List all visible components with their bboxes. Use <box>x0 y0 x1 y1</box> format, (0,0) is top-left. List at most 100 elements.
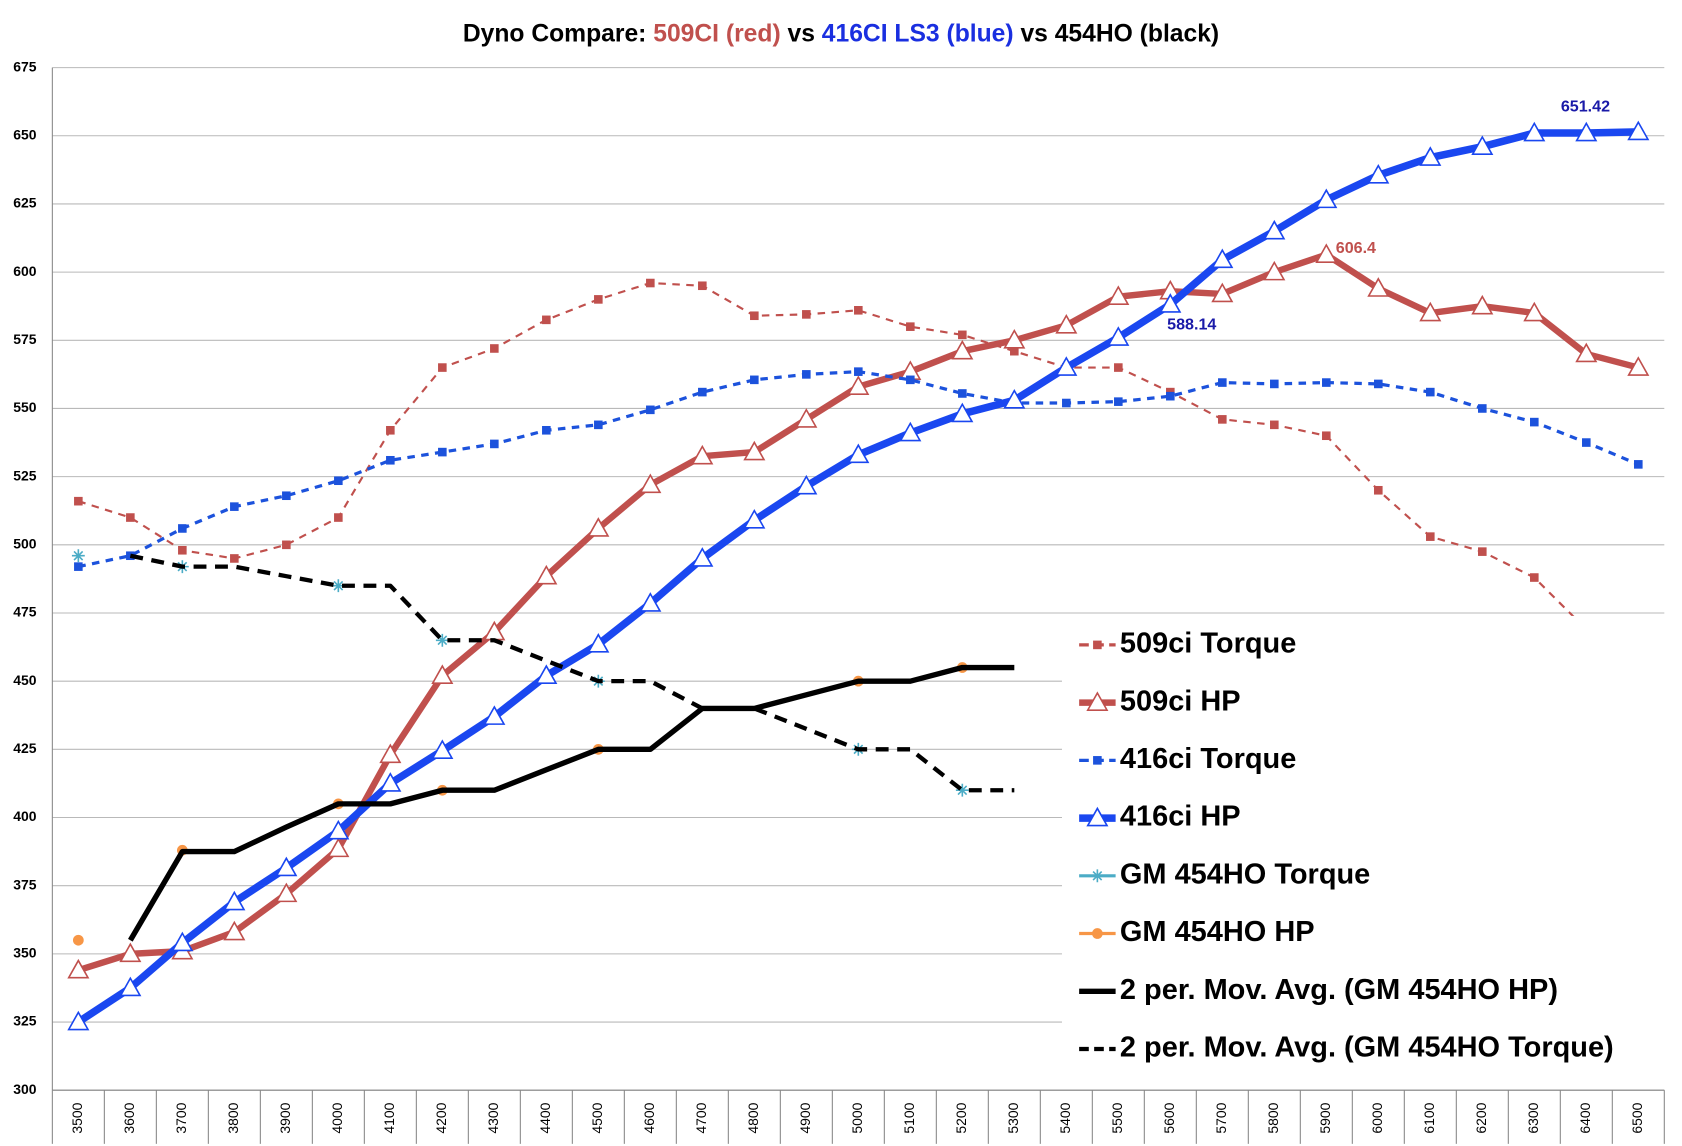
marker-triangle <box>119 976 142 997</box>
x-tick-label: 5400 <box>1057 1102 1073 1133</box>
x-tick-label: 5700 <box>1213 1102 1229 1133</box>
marker-square <box>750 311 759 321</box>
x-tick-label: 6100 <box>1421 1102 1437 1133</box>
y-tick-label: 350 <box>13 945 36 961</box>
y-tick-label: 625 <box>13 195 36 211</box>
marker-triangle <box>795 474 818 495</box>
marker-triangle <box>1315 243 1338 263</box>
chart-title: Dyno Compare: 509CI (red) vs 416CI LS3 (… <box>463 20 1219 47</box>
marker-triangle <box>1003 388 1026 409</box>
marker-triangle <box>379 772 402 792</box>
marker-square <box>1093 640 1102 650</box>
marker-square <box>230 554 239 563</box>
series-line <box>129 553 1015 793</box>
marker-square <box>1218 378 1227 387</box>
marker-triangle <box>1419 146 1442 166</box>
y-tick-label: 300 <box>13 1081 36 1097</box>
marker-triangle <box>535 664 558 685</box>
x-tick-label: 5300 <box>1005 1102 1021 1133</box>
marker-triangle <box>951 402 974 423</box>
x-tick-label: 5900 <box>1317 1102 1333 1133</box>
marker-square <box>178 524 187 533</box>
x-tick-label: 6300 <box>1525 1102 1541 1133</box>
marker-triangle <box>639 592 662 612</box>
legend-label: GM 454HO HP <box>1120 916 1315 948</box>
marker-square <box>1062 398 1071 408</box>
marker-square <box>1582 438 1591 447</box>
marker-triangle <box>899 421 922 442</box>
series-line <box>128 664 1015 942</box>
marker-square <box>958 389 967 398</box>
marker-triangle <box>67 958 90 979</box>
marker-square <box>646 278 655 288</box>
marker-triangle <box>1003 328 1026 349</box>
x-tick-label: 6500 <box>1629 1102 1645 1133</box>
marker-square <box>854 306 863 315</box>
marker-square <box>698 281 707 291</box>
marker-square <box>1093 756 1102 765</box>
marker-triangle <box>691 547 714 567</box>
legend-label: 509ci HP <box>1120 685 1241 717</box>
title-part: vs 454HO (black) <box>1014 20 1220 47</box>
y-tick-label: 575 <box>13 331 36 347</box>
marker-triangle <box>1055 313 1078 334</box>
marker-triangle <box>743 508 766 529</box>
marker-square <box>594 295 603 304</box>
marker-square <box>1114 397 1123 406</box>
marker-square <box>1114 363 1123 372</box>
marker-square <box>1010 346 1019 356</box>
marker-square <box>1218 415 1227 424</box>
marker-triangle <box>483 705 506 725</box>
marker-square <box>1426 532 1435 541</box>
marker-triangle <box>795 408 818 428</box>
title-part: 509CI (red) <box>653 20 780 47</box>
y-tick-label: 375 <box>13 876 36 892</box>
marker-square <box>906 375 915 385</box>
x-tick-label: 6400 <box>1577 1102 1593 1133</box>
marker-square <box>1634 460 1643 469</box>
x-tick-label: 5200 <box>953 1102 969 1133</box>
marker-square <box>542 425 551 435</box>
marker-square <box>1374 485 1383 495</box>
x-tick-label: 4300 <box>485 1102 501 1133</box>
marker-square <box>178 545 187 555</box>
x-tick-label: 3800 <box>225 1102 241 1133</box>
title-part: 416CI LS3 (blue) <box>822 20 1014 47</box>
marker-triangle <box>1523 121 1546 142</box>
y-tick-label: 650 <box>13 126 36 142</box>
marker-square <box>854 367 863 376</box>
marker-square <box>282 540 291 550</box>
marker-triangle <box>847 375 870 395</box>
y-tick-label: 525 <box>13 467 36 483</box>
marker-square <box>1270 420 1279 430</box>
marker-square <box>698 387 707 397</box>
marker-square <box>906 322 915 331</box>
marker-triangle <box>431 664 454 685</box>
marker-square <box>1322 378 1331 387</box>
marker-triangle <box>275 882 298 903</box>
x-tick-label: 3900 <box>277 1102 293 1133</box>
legend: 509ci Torque 509ci HP 416ci Torque 416ci HP… <box>1061 615 1674 1080</box>
y-tick-label: 450 <box>13 672 36 688</box>
annotation: 651.42 <box>1561 98 1610 116</box>
marker-star <box>71 549 85 563</box>
marker-circle <box>1092 928 1103 939</box>
title-part: Dyno Compare: <box>463 20 653 47</box>
marker-triangle <box>535 564 558 585</box>
x-tick-label: 4800 <box>745 1102 761 1133</box>
marker-square <box>1166 391 1175 401</box>
x-tick-label: 5500 <box>1109 1102 1125 1133</box>
y-tick-label: 475 <box>13 604 36 620</box>
marker-triangle <box>587 633 610 653</box>
y-tick-label: 500 <box>13 536 36 552</box>
marker-triangle <box>431 739 454 760</box>
series-line <box>78 281 1588 631</box>
marker-square <box>334 476 343 486</box>
marker-triangle <box>1367 277 1390 297</box>
x-tick-label: 5800 <box>1265 1102 1281 1133</box>
marker-triangle <box>171 931 194 952</box>
marker-triangle <box>119 942 142 963</box>
marker-square <box>74 496 83 506</box>
x-tick-label: 4500 <box>589 1102 605 1133</box>
